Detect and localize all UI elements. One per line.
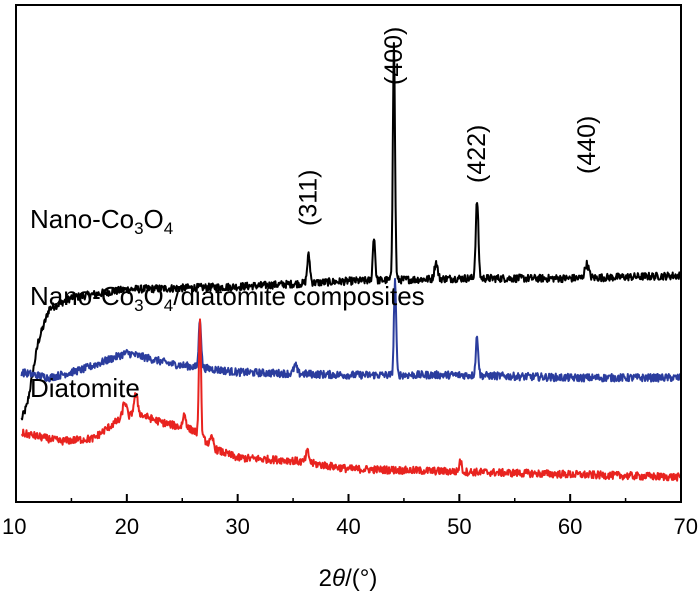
series-label-composite: Nano-Co3O4/diatomite composites <box>30 281 425 315</box>
peak-label: (400) <box>380 27 408 85</box>
x-tick-label: 20 <box>115 514 139 539</box>
series-label-nano-co3o4: Nano-Co3O4 <box>30 204 173 238</box>
plot-frame <box>15 4 682 503</box>
x-tick-label: 50 <box>447 514 471 539</box>
label-layer: Nano-Co3O4 Nano-Co3O4/diatomite composite… <box>30 27 601 403</box>
peak-label: (311) <box>295 169 323 226</box>
x-tick-label: 70 <box>674 514 698 539</box>
peak-label: (440) <box>573 116 601 174</box>
x-tick-label: 40 <box>336 514 360 539</box>
series-line-composite <box>20 277 682 383</box>
x-tick-label: 10 <box>2 514 26 539</box>
x-axis-title: 2θ/(°) <box>319 565 378 592</box>
series-label-diatomite: Diatomite <box>30 373 140 403</box>
peak-label: (422) <box>463 125 491 183</box>
series-line-diatomite <box>20 318 682 482</box>
series-line-nano-co3o4 <box>20 42 682 421</box>
series-layer <box>20 42 682 482</box>
x-axis: 10 20 30 40 50 60 70 <box>2 494 698 539</box>
x-tick-label: 30 <box>225 514 249 539</box>
x-tick-label: 60 <box>558 514 582 539</box>
